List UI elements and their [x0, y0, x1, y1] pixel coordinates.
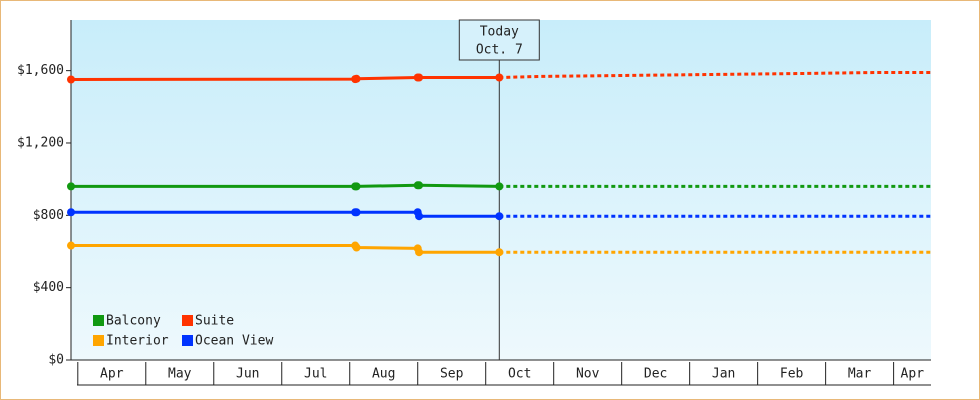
- x-tick-label: Apr: [100, 367, 124, 382]
- price-point: [352, 182, 361, 191]
- x-tick-label: Dec: [644, 367, 667, 382]
- y-tick-label: $1,600: [17, 63, 64, 78]
- today-box: [458, 19, 540, 61]
- y-tick-label: $1,200: [17, 135, 64, 150]
- y-tick-label: $400: [33, 280, 64, 295]
- price-point: [495, 182, 504, 191]
- x-tick-label: Jan: [712, 367, 735, 382]
- x-tick-label: Apr: [901, 367, 925, 382]
- price-point: [415, 181, 424, 190]
- price-point: [415, 212, 424, 221]
- price-point: [415, 73, 424, 82]
- x-tick-label: Feb: [780, 367, 804, 382]
- legend-swatch: [182, 315, 193, 326]
- price-line: [71, 183, 500, 188]
- legend-swatch: [93, 335, 104, 346]
- x-tick-label: Aug: [372, 367, 395, 382]
- x-tick-label: Jul: [304, 367, 327, 382]
- price-point: [495, 212, 504, 221]
- x-tick-label: Mar: [848, 367, 872, 382]
- price-line: [70, 76, 500, 81]
- y-tick-label: $0: [48, 353, 64, 368]
- x-tick-label: May: [168, 367, 192, 382]
- annotation: Oct. 7: [476, 43, 523, 58]
- legend-label: Balcony: [106, 314, 161, 329]
- x-tick-label: Nov: [576, 367, 600, 382]
- price-point: [352, 74, 361, 83]
- annotation: Today: [480, 25, 519, 40]
- price-point: [67, 208, 75, 217]
- price-point: [352, 208, 361, 217]
- legend-label: Ocean View: [195, 334, 273, 349]
- price-point: [495, 73, 504, 82]
- price-point: [67, 241, 75, 250]
- legend-label: Suite: [195, 314, 234, 329]
- legend-label: Interior: [106, 334, 169, 349]
- x-tick-label: Sep: [440, 367, 464, 382]
- x-tick-label: Jun: [236, 367, 259, 382]
- x-tick-label: Oct: [508, 367, 531, 382]
- price-point: [352, 243, 361, 252]
- price-point: [67, 182, 75, 191]
- price-point: [415, 248, 424, 257]
- price-line: [71, 244, 500, 254]
- price-point: [67, 75, 75, 84]
- legend-swatch: [93, 315, 104, 326]
- y-tick-label: $800: [33, 208, 64, 223]
- price-line: [71, 210, 500, 218]
- price-point: [495, 248, 504, 257]
- legend-swatch: [182, 335, 193, 346]
